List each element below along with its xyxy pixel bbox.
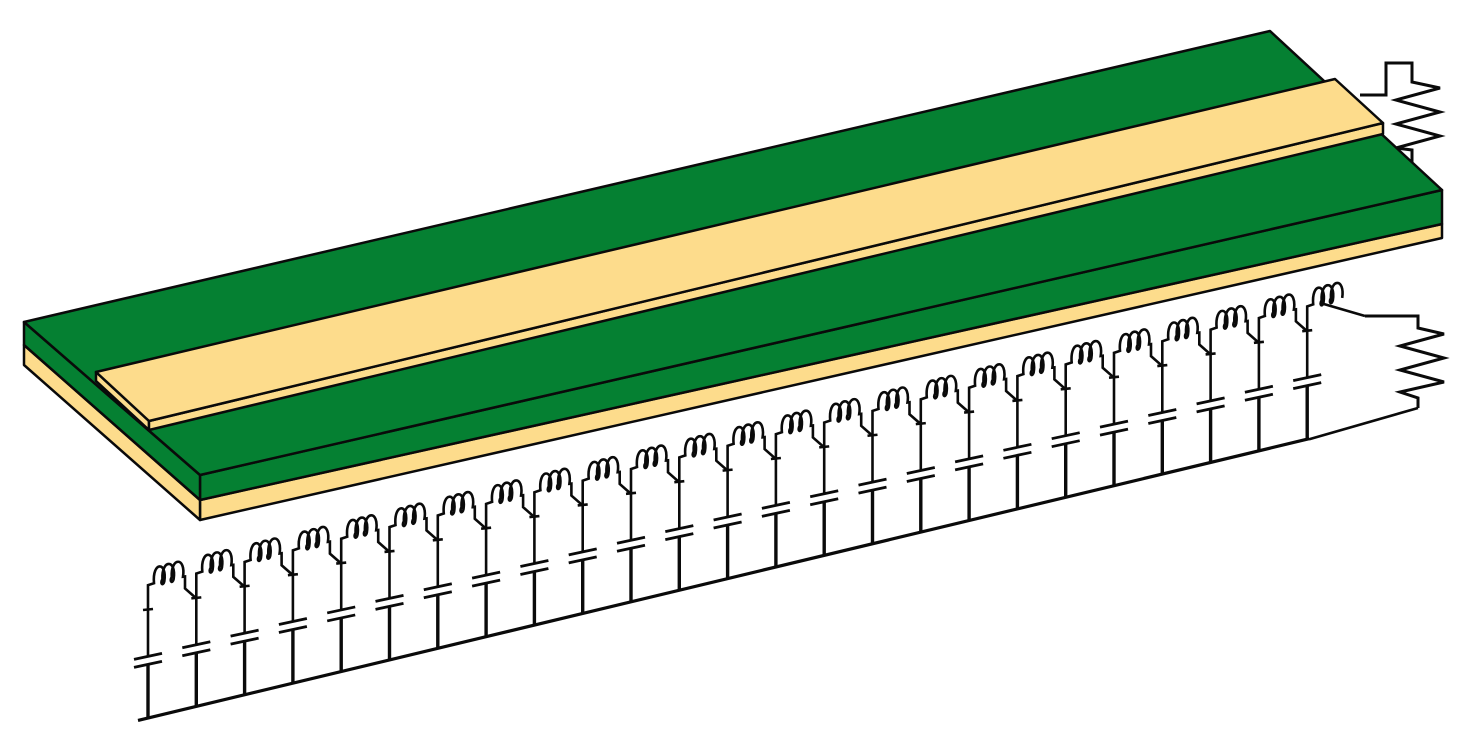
microstrip-board [22, 29, 1444, 522]
capacitor-icon [665, 524, 694, 533]
inductor-coil-icon [484, 479, 536, 529]
inductor-coil-icon [871, 386, 922, 436]
capacitor-icon [1244, 384, 1274, 394]
capacitor-icon [520, 559, 549, 568]
capacitor-icon [858, 477, 887, 487]
inductor-coil-icon [291, 525, 343, 576]
inductor-coil-icon [919, 374, 970, 425]
lc-ladder-circuit [133, 281, 1419, 722]
signal-trace-top [94, 77, 1385, 423]
capacitor-icon [713, 512, 742, 522]
capacitor-icon [761, 501, 791, 510]
inductor-coil-icon [146, 560, 198, 610]
inductor-coil-icon [1257, 293, 1309, 343]
capacitor-icon [1099, 419, 1129, 429]
inductor-coil-icon [1016, 351, 1067, 401]
bottom-termination-resistor-icon [1365, 314, 1450, 408]
capacitor-icon [1051, 431, 1080, 441]
inductor-coil-icon [1161, 316, 1212, 367]
capacitor-icon [809, 489, 839, 499]
inductor-coil-icon [822, 397, 874, 448]
inductor-coil-icon [1112, 328, 1164, 378]
capacitor-icon [1292, 373, 1322, 382]
inductor-coil-icon [678, 432, 729, 483]
capacitor-icon [906, 466, 936, 475]
inductor-coil-icon [1064, 339, 1115, 390]
inductor-coil-icon [629, 444, 681, 494]
capacitor-icon [1196, 396, 1225, 406]
capacitor-icon [568, 547, 597, 557]
inductor-coil-icon [339, 513, 391, 564]
inductor-coil-icon [726, 421, 777, 471]
capacitor-icon [133, 652, 163, 661]
inductor-coil-icon [1305, 281, 1344, 332]
capacitor-icon [616, 535, 646, 545]
capacitor-icon [278, 617, 308, 626]
ground-line-end [1308, 406, 1419, 441]
capacitor-icon [182, 640, 211, 650]
inductor-coil-icon [581, 455, 632, 506]
capacitor-icon [326, 605, 356, 615]
inductor-coil-icon [1209, 304, 1260, 355]
capacitor-icon [954, 454, 984, 464]
capacitor-icon [375, 593, 404, 603]
capacitor-icon [1148, 408, 1177, 417]
inductor-coil-icon [967, 362, 1019, 413]
capacitor-icon [471, 570, 501, 580]
capacitor-icon [230, 628, 259, 638]
inductor-coil-icon [774, 409, 826, 459]
inductor-coil-icon [388, 502, 439, 552]
capacitor-icon [1003, 442, 1032, 452]
inductor-coil-icon [436, 490, 487, 541]
inductor-coil-icon [533, 467, 584, 518]
inductor-coil-icon [195, 548, 246, 599]
inductor-coil-icon [243, 537, 294, 587]
top-line-end [1320, 301, 1366, 318]
capacitor-icon [423, 582, 453, 592]
